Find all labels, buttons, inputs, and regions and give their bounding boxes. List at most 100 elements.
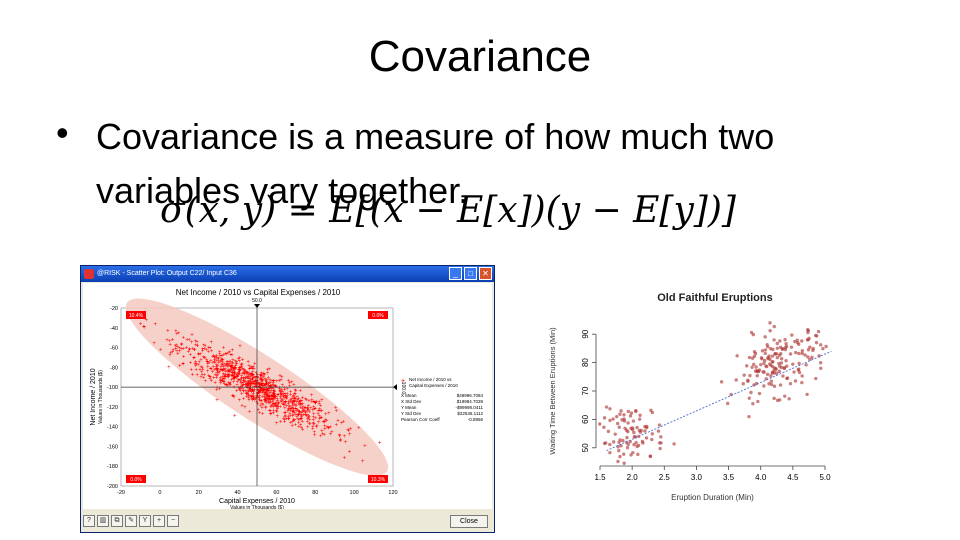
risk-data-point: + bbox=[210, 378, 214, 384]
risk-data-point: + bbox=[238, 372, 242, 378]
risk-data-point: + bbox=[275, 379, 279, 385]
risk-data-point: + bbox=[348, 432, 352, 438]
risk-data-point: + bbox=[272, 402, 276, 408]
chart-icon[interactable]: ▥ bbox=[97, 515, 109, 527]
of-data-point bbox=[602, 416, 607, 420]
risk-data-point: + bbox=[296, 417, 300, 423]
close-button[interactable]: Close bbox=[450, 514, 488, 528]
of-data-point bbox=[796, 341, 800, 345]
risk-data-point: + bbox=[234, 366, 238, 372]
risk-data-point: + bbox=[221, 380, 225, 386]
risk-data-point: + bbox=[209, 358, 213, 364]
window-close-button[interactable]: ✕ bbox=[479, 267, 492, 280]
risk-data-point: + bbox=[322, 420, 326, 426]
risk-data-point: + bbox=[272, 408, 276, 414]
risk-data-point: + bbox=[269, 412, 273, 418]
risk-data-point: + bbox=[192, 347, 196, 353]
risk-data-point: + bbox=[263, 387, 267, 393]
of-y-tick-label: 70 bbox=[581, 386, 590, 395]
risk-data-point: + bbox=[268, 387, 272, 393]
of-data-point bbox=[615, 414, 619, 419]
risk-data-point: + bbox=[191, 346, 195, 352]
of-data-point bbox=[622, 461, 626, 465]
minimize-button[interactable]: _ bbox=[449, 267, 462, 280]
risk-data-point: + bbox=[378, 440, 382, 446]
of-data-point bbox=[805, 392, 809, 397]
risk-plot-area: Net Income / 2010 vs Capital Expenses / … bbox=[83, 283, 492, 511]
risk-data-point: + bbox=[277, 405, 281, 411]
risk-data-point: + bbox=[285, 416, 289, 422]
risk-data-point: + bbox=[295, 395, 299, 401]
risk-data-point: + bbox=[182, 355, 186, 361]
risk-data-point: + bbox=[182, 347, 186, 353]
risk-data-point: + bbox=[227, 368, 231, 374]
risk-data-point: + bbox=[317, 399, 321, 405]
risk-data-point: + bbox=[168, 342, 172, 348]
settings-icon[interactable]: ✎ bbox=[125, 515, 137, 527]
risk-data-point: + bbox=[232, 380, 236, 386]
risk-data-point: + bbox=[238, 369, 242, 375]
risk-data-point: + bbox=[265, 390, 269, 396]
risk-data-point: + bbox=[296, 413, 300, 419]
risk-data-point: + bbox=[272, 380, 276, 386]
zoom-in-icon[interactable]: + bbox=[153, 515, 165, 527]
risk-data-point: + bbox=[223, 375, 227, 381]
risk-data-point: + bbox=[238, 359, 242, 365]
of-data-point bbox=[755, 369, 759, 373]
risk-data-point: + bbox=[286, 391, 290, 397]
risk-data-point: + bbox=[245, 392, 249, 398]
risk-data-point: + bbox=[283, 396, 287, 402]
of-data-point bbox=[771, 347, 775, 352]
risk-data-point: + bbox=[267, 375, 271, 381]
risk-data-point: + bbox=[187, 349, 191, 355]
risk-data-point: + bbox=[289, 399, 293, 405]
risk-data-point: + bbox=[221, 357, 225, 363]
risk-data-point: + bbox=[348, 449, 352, 455]
help-icon[interactable]: ? bbox=[83, 515, 95, 527]
of-data-point bbox=[775, 355, 780, 360]
risk-data-point: + bbox=[218, 351, 222, 357]
risk-data-point: + bbox=[279, 400, 283, 406]
risk-data-point: + bbox=[252, 367, 256, 373]
copy-icon[interactable]: ⧉ bbox=[111, 515, 123, 527]
risk-data-point: + bbox=[262, 372, 266, 378]
risk-data-point: + bbox=[235, 373, 239, 379]
of-data-point bbox=[777, 361, 781, 366]
risk-data-point: + bbox=[217, 356, 221, 362]
risk-data-point: + bbox=[294, 403, 298, 409]
legend-stat-value: $22536.1112 bbox=[457, 411, 483, 416]
risk-data-point: + bbox=[287, 402, 291, 408]
risk-data-point: + bbox=[193, 356, 197, 362]
risk-data-point: + bbox=[259, 388, 263, 394]
risk-data-point: + bbox=[272, 396, 276, 402]
risk-data-point: + bbox=[339, 437, 343, 443]
risk-data-point: + bbox=[264, 382, 268, 388]
risk-data-point: + bbox=[271, 403, 275, 409]
risk-data-point: + bbox=[220, 367, 224, 373]
y-marker-label: -100.0 bbox=[400, 380, 406, 394]
risk-data-point: + bbox=[182, 335, 186, 341]
risk-data-point: + bbox=[235, 383, 239, 389]
maximize-button[interactable]: □ bbox=[464, 267, 477, 280]
risk-data-point: + bbox=[299, 416, 303, 422]
of-data-point bbox=[769, 374, 773, 378]
of-data-point bbox=[797, 367, 801, 371]
risk-data-point: + bbox=[265, 381, 269, 387]
risk-data-point: + bbox=[194, 359, 198, 365]
risk-data-point: + bbox=[318, 407, 322, 413]
of-data-point bbox=[650, 432, 655, 436]
risk-data-point: + bbox=[297, 425, 301, 431]
risk-data-point: + bbox=[198, 368, 202, 374]
risk-data-point: + bbox=[178, 364, 182, 370]
of-data-point bbox=[746, 379, 750, 383]
risk-data-point: + bbox=[194, 363, 198, 369]
zoom-out-icon[interactable]: − bbox=[167, 515, 179, 527]
risk-data-point: + bbox=[252, 390, 256, 396]
filter-icon[interactable]: Y bbox=[139, 515, 151, 527]
risk-data-point: + bbox=[213, 372, 217, 378]
of-data-point bbox=[659, 435, 663, 439]
risk-data-point: + bbox=[212, 353, 216, 359]
risk-data-point: + bbox=[232, 395, 236, 401]
risk-data-point: + bbox=[279, 396, 283, 402]
risk-data-point: + bbox=[222, 367, 226, 373]
